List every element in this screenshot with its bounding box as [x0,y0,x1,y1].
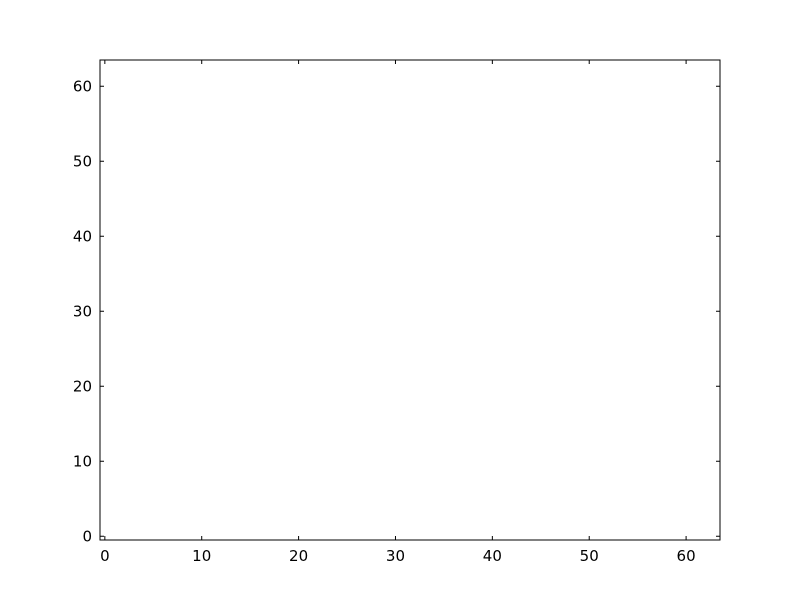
x-tick-label: 40 [483,547,502,565]
x-tick-label: 0 [100,547,110,565]
x-tick-label: 20 [289,547,308,565]
y-tick-label: 30 [73,302,92,320]
y-tick-label: 60 [73,77,92,95]
y-axis: 0 10 20 30 40 50 60 [73,77,720,545]
x-tick-label: 60 [677,547,696,565]
y-tick-label: 10 [73,452,92,470]
y-tick-label: 20 [73,377,92,395]
x-tick-label: 50 [580,547,599,565]
y-tick-label: 0 [82,527,92,545]
x-axis: 0 10 20 30 40 50 60 [100,60,696,565]
y-tick-label: 40 [73,227,92,245]
plot-frame [99,59,721,541]
x-tick-label: 10 [192,547,211,565]
y-tick-label: 50 [73,152,92,170]
x-tick-label: 30 [386,547,405,565]
